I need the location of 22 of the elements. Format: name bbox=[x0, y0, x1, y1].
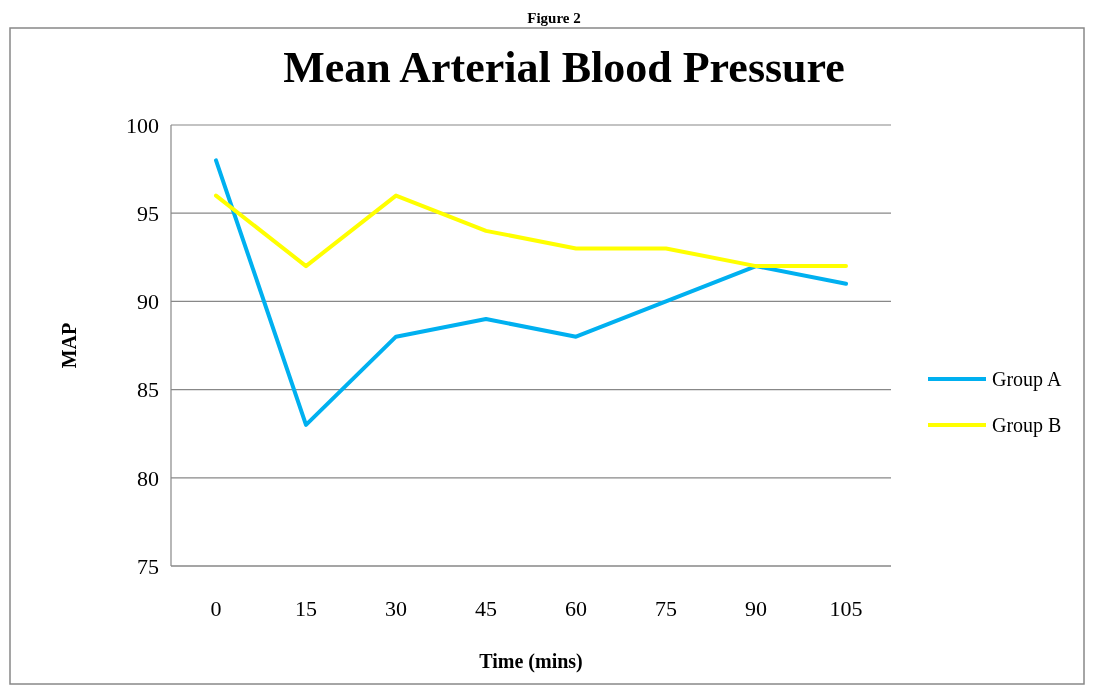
line-series bbox=[214, 193, 848, 269]
y-tick-label: 100 bbox=[126, 112, 159, 138]
chart-title: Mean Arterial Blood Pressure bbox=[283, 43, 845, 92]
legend-label: Group A bbox=[992, 368, 1062, 391]
legend-label: Group B bbox=[992, 414, 1062, 437]
x-tick-label: 45 bbox=[475, 596, 497, 621]
x-tick-label: 105 bbox=[829, 596, 863, 621]
caption: Figure 2 bbox=[527, 10, 581, 26]
y-tick-label: 90 bbox=[137, 289, 159, 315]
y-tick-label: 75 bbox=[137, 553, 159, 579]
x-tick-label: 90 bbox=[745, 596, 767, 621]
x-tick-label: 0 bbox=[210, 596, 222, 621]
line-series bbox=[214, 158, 848, 427]
y-tick-label: 85 bbox=[137, 377, 159, 403]
x-tick-label: 15 bbox=[295, 596, 317, 621]
y-tick-label: 80 bbox=[137, 465, 159, 491]
x-tick-label: 60 bbox=[565, 596, 587, 621]
x-tick-label: 30 bbox=[385, 596, 407, 621]
y-axis-title: MAP bbox=[58, 322, 80, 369]
x-tick-label: 75 bbox=[655, 596, 677, 621]
y-tick-label: 95 bbox=[137, 200, 159, 226]
x-axis-title: Time (mins) bbox=[479, 650, 583, 673]
